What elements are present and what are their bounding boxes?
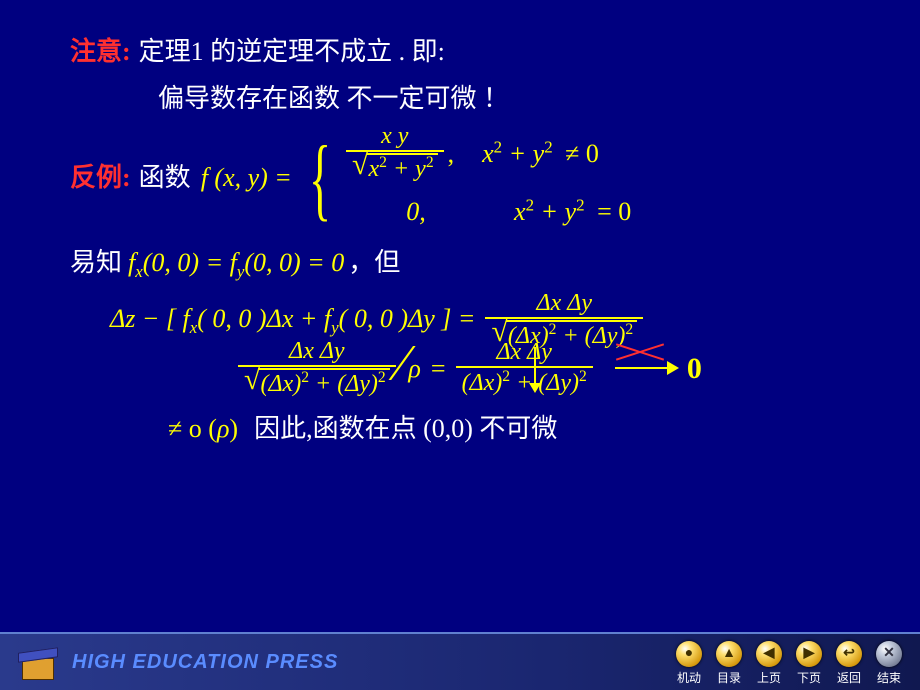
press-logo-icon — [18, 640, 62, 684]
fn-lhs: f (x, y) = — [201, 158, 292, 197]
nav-xiaye-button[interactable]: ▶下页 — [796, 641, 822, 686]
limit-equation: Δx Δy √ (Δx)2 + (Δy)2 ⁄ ρ = Δx Δy (Δx)2 … — [238, 329, 870, 407]
note-line-2: 偏导数存在函数 不一定可微 ！ — [158, 79, 870, 118]
easy-known-row: 易知 fx(0, 0) = fy(0, 0) = 0 ，但 — [70, 243, 870, 285]
nav-fanhui-button[interactable]: ↩返回 — [836, 641, 862, 686]
note-label: 注意: — [70, 32, 131, 71]
footer-bar: HIGH EDUCATION PRESS ●机动 ▲目录 ◀上页 ▶下页 ↩返回 ✕结束 — [0, 632, 920, 690]
press-name: HIGH EDUCATION PRESS — [72, 651, 338, 674]
piece-1: x y √ x2 + y2 , — [346, 124, 631, 182]
counter-example-row: 反例: 函数 f (x, y) = { x y √ x2 + — [70, 124, 870, 231]
neq-o-row: ≠ o (ρ) 因此,函数在点 (0,0) 不可微 — [168, 409, 870, 448]
nav-buttons: ●机动 ▲目录 ◀上页 ▶下页 ↩返回 ✕结束 — [676, 641, 902, 686]
note-line-1: 注意: 定理1 的逆定理不成立 . 即: — [70, 32, 870, 71]
counter-label: 反例: — [70, 158, 131, 197]
note-text: 定理1 的逆定理不成立 . 即: — [139, 32, 445, 71]
nav-shangye-button[interactable]: ◀上页 — [756, 641, 782, 686]
piece-2: 0, x2 + y2 = 0 — [346, 192, 631, 231]
nav-jieshu-button[interactable]: ✕结束 — [876, 641, 902, 686]
nav-jidong-button[interactable]: ●机动 — [676, 641, 702, 686]
nav-mulu-button[interactable]: ▲目录 — [716, 641, 742, 686]
counter-prefix: 函数 — [139, 158, 191, 197]
p1-condition: x2 + y2 ≠ 0 — [482, 134, 599, 173]
p1-numerator: x y — [375, 124, 414, 149]
p2-condition: x2 + y2 = 0 — [514, 192, 631, 231]
piecewise-brace: { x y √ x2 + y2 — [298, 124, 631, 231]
strike-icon — [611, 347, 669, 367]
conclusion-text: 因此,函数在点 (0,0) 不可微 — [254, 409, 557, 448]
